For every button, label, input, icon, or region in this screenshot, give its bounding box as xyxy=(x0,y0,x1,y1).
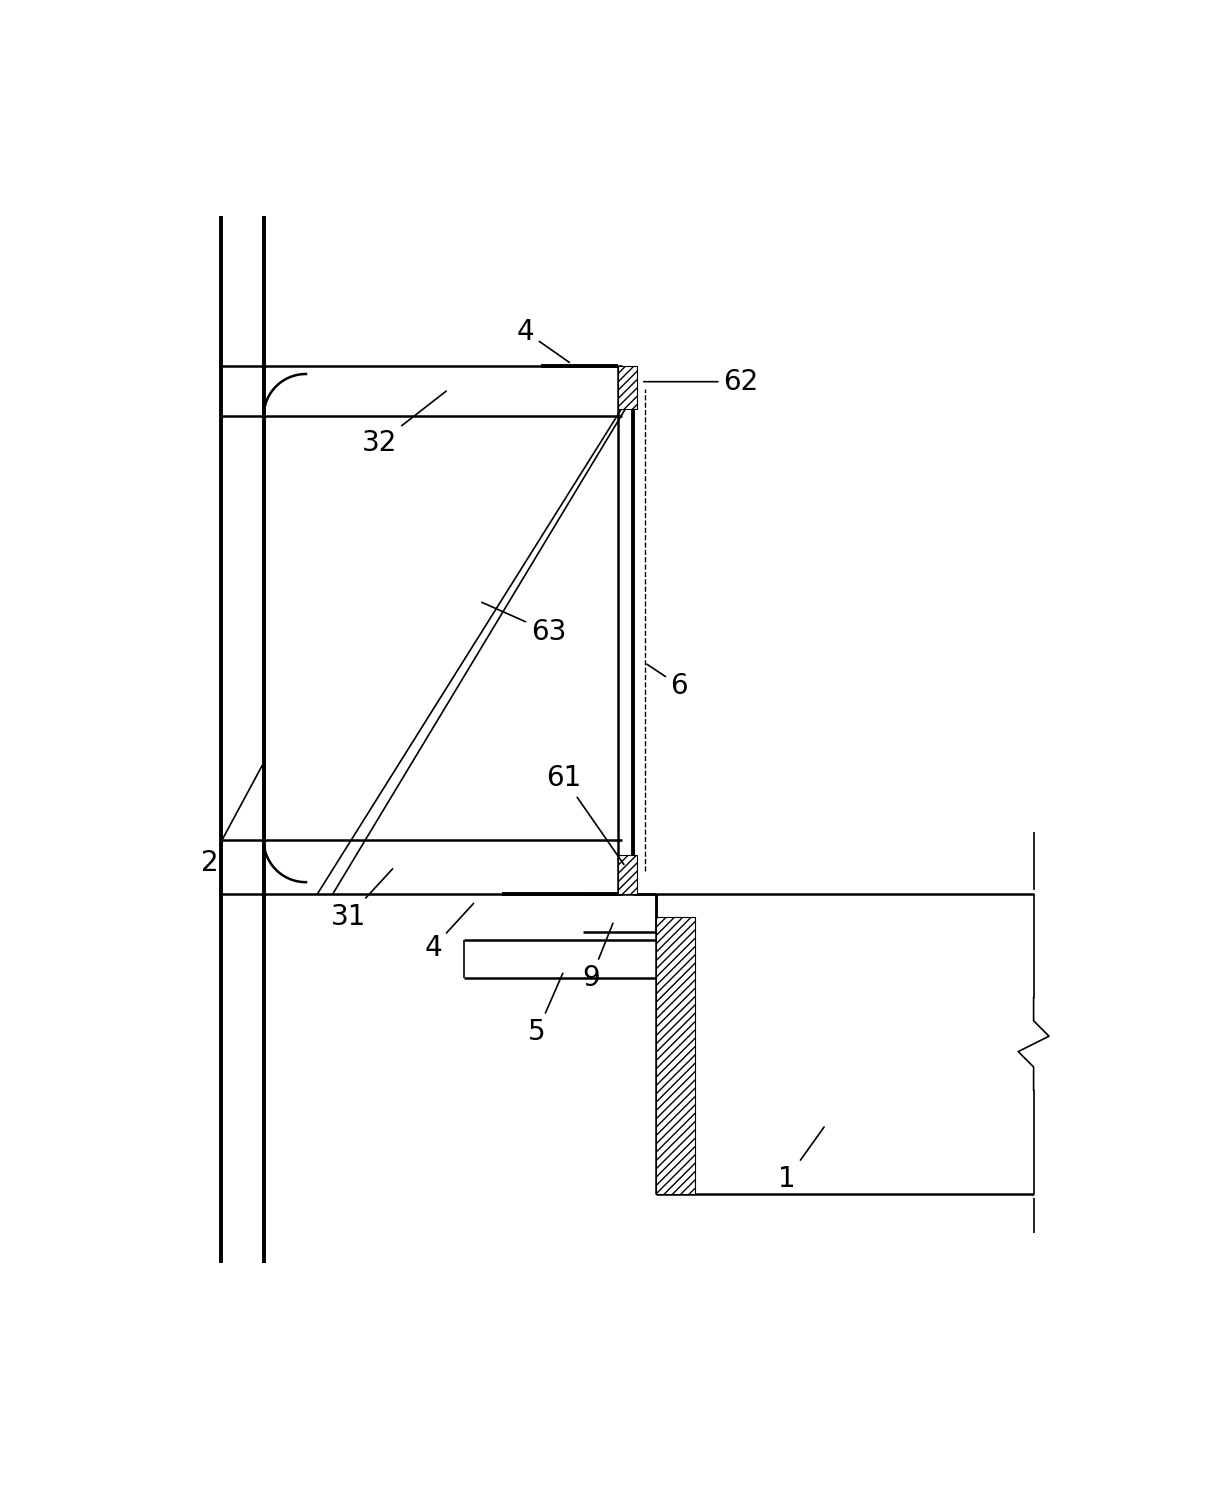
Bar xyxy=(618,366,637,408)
Text: 32: 32 xyxy=(362,392,446,458)
Text: 62: 62 xyxy=(644,367,759,396)
Text: 1: 1 xyxy=(778,1126,824,1193)
Text: 2: 2 xyxy=(200,765,263,876)
Text: 4: 4 xyxy=(424,904,473,962)
Text: 31: 31 xyxy=(331,869,392,931)
Text: 5: 5 xyxy=(528,973,563,1047)
Text: 6: 6 xyxy=(648,664,688,700)
Bar xyxy=(656,917,695,1194)
Text: 61: 61 xyxy=(546,764,624,864)
Text: 63: 63 xyxy=(481,602,566,646)
Text: 9: 9 xyxy=(582,923,613,992)
Bar xyxy=(618,855,637,893)
Text: 4: 4 xyxy=(517,318,569,363)
